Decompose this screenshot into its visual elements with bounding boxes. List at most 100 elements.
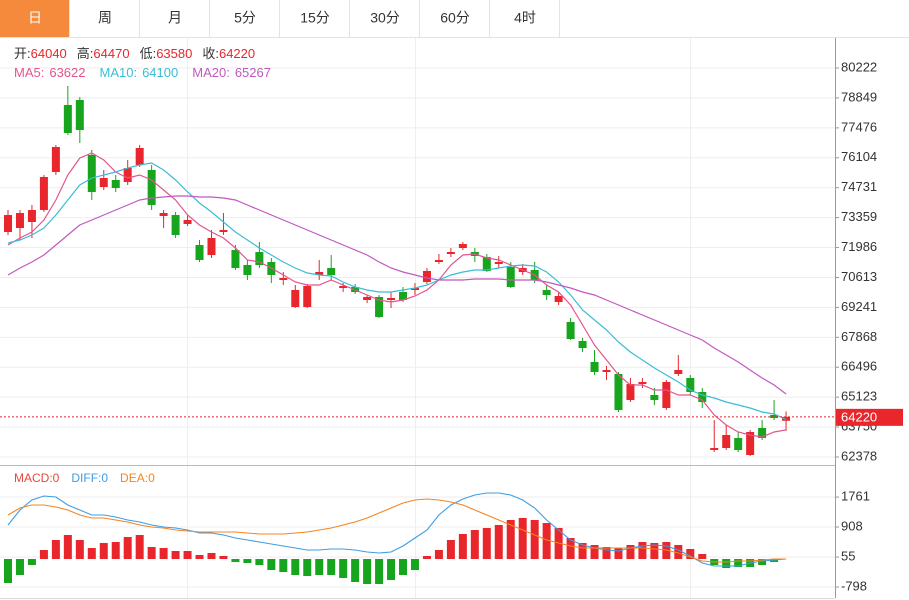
macd-bar [482, 528, 491, 559]
tab-label[interactable]: 4时 [514, 10, 536, 26]
macd-bar [267, 558, 276, 571]
legend-value: 64100 [142, 65, 178, 80]
macd-bar [315, 558, 324, 575]
ma-line [7, 152, 787, 438]
macd-bar [434, 549, 443, 559]
y-tick-label: 74731 [841, 179, 877, 194]
candle-body [590, 361, 599, 373]
legend-value: 63622 [49, 65, 85, 80]
candle-body [734, 437, 743, 451]
last-price-box [836, 408, 903, 426]
macd-line [7, 492, 787, 567]
macd-bar [111, 542, 120, 559]
macd-bar [422, 556, 431, 559]
candle-body [387, 297, 396, 300]
macd-bar [542, 523, 551, 559]
candle-body [339, 285, 348, 289]
candle-body [171, 214, 180, 235]
tab[interactable] [0, 0, 70, 37]
macd-bar [4, 558, 12, 583]
candle-body [99, 178, 108, 188]
candle-body [51, 147, 60, 173]
tab[interactable] [420, 0, 490, 37]
candle-body [111, 180, 120, 189]
candle-body [638, 382, 647, 384]
tab-label[interactable]: 月 [168, 10, 182, 26]
candle-body [375, 296, 384, 317]
info-label: 开: [14, 46, 31, 61]
candle-body [279, 277, 288, 281]
macd-bar [243, 558, 252, 564]
legend-value: 0 [53, 471, 60, 485]
macd-legend: MACD:0 DIFF:0 DEA:0 [14, 471, 155, 485]
candle-body [626, 383, 635, 400]
macd-bar [87, 547, 96, 559]
legend-name: MACD: [14, 471, 53, 485]
macd-bar [183, 551, 192, 559]
candle-body [698, 391, 707, 402]
candle-body [63, 104, 72, 134]
legend-value: 0 [101, 471, 108, 485]
grid [187, 38, 691, 598]
macd-bar [458, 533, 467, 559]
macd-bar [494, 524, 503, 559]
tab[interactable] [140, 0, 210, 37]
macd-bar [303, 558, 312, 576]
macd-bar [758, 558, 767, 566]
macd-bar [674, 544, 683, 559]
tab-label[interactable]: 5分 [234, 10, 256, 26]
legend-name: MA5: [14, 65, 44, 80]
candle-body [15, 213, 24, 228]
macd-bar [375, 558, 384, 585]
macd-bar [566, 537, 575, 559]
candle-body [578, 341, 587, 348]
tab-label[interactable]: 30分 [370, 10, 400, 26]
macd-bar [27, 558, 36, 566]
y-tick-label: 76104 [841, 149, 877, 164]
macd-bar [399, 558, 408, 575]
tab[interactable] [350, 0, 420, 37]
tab-label[interactable]: 日 [28, 10, 42, 26]
ma-line [7, 195, 787, 395]
candle-body [123, 167, 132, 183]
candle-body [482, 257, 491, 272]
candle-body [315, 272, 324, 275]
macd-bar [686, 549, 695, 559]
macd-bar [123, 537, 132, 559]
candle-body [243, 264, 252, 275]
macd-bar [135, 535, 144, 559]
tab[interactable] [70, 0, 140, 37]
info-label: 高: [77, 46, 94, 61]
info-value: 64220 [219, 46, 255, 61]
legend: MA5: 63622 MA10: 64100 MA20: 65267 [14, 65, 271, 80]
y-tick-label: 73359 [841, 209, 877, 224]
candle-body [219, 229, 228, 232]
candle-body [458, 244, 467, 249]
y-tick-label: 62378 [841, 448, 877, 463]
candle-body [135, 148, 144, 165]
info-value: 64470 [93, 46, 129, 61]
tab[interactable] [280, 0, 350, 37]
macd-bar [470, 530, 479, 559]
tab-label[interactable]: 周 [98, 10, 112, 26]
macd-bar [722, 558, 731, 568]
candle-body [722, 435, 731, 448]
macd-line [7, 498, 787, 563]
y-tick-label: 67868 [841, 329, 877, 344]
macd-bar [279, 558, 288, 573]
legend-name: MA20: [192, 65, 230, 80]
tab-label[interactable]: 60分 [440, 10, 470, 26]
y-tick-label: 70613 [841, 269, 877, 284]
candle-body [255, 252, 264, 265]
ma-line [7, 162, 787, 421]
macd-bar [351, 558, 360, 582]
candle-body [758, 428, 767, 438]
candle-body [674, 369, 683, 374]
tab[interactable] [210, 0, 280, 37]
candle-body [147, 170, 156, 205]
tab-label[interactable]: 15分 [300, 10, 330, 26]
macd-bar [51, 539, 60, 559]
macd-bar [15, 558, 24, 575]
tab[interactable] [490, 0, 560, 37]
